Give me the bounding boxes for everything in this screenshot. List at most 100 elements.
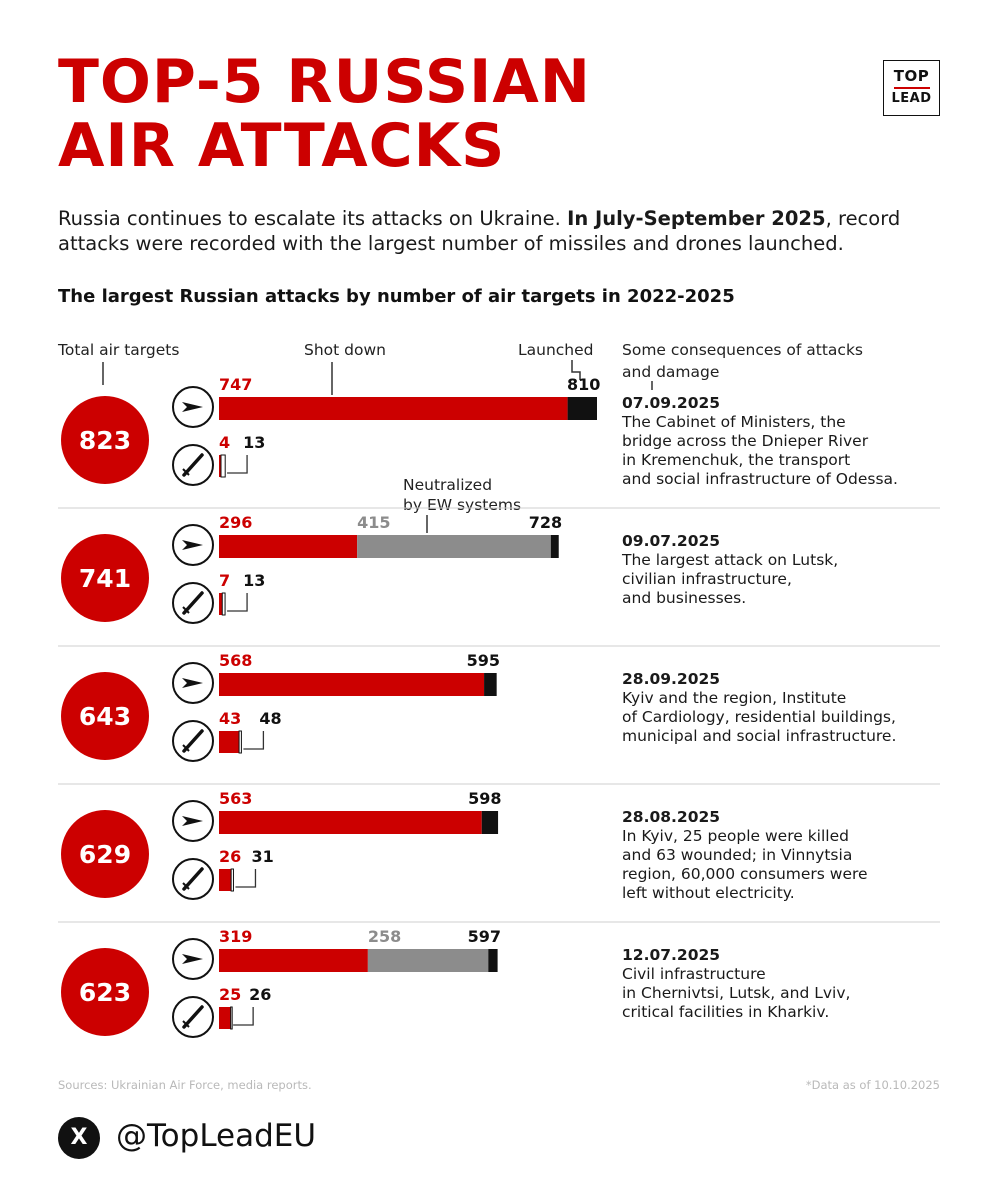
consequences-block: 09.07.2025 The largest attack on Lutsk, ci… [622,532,952,608]
missile-icon-fin [182,882,190,890]
drone-shot-down-bar [219,811,482,834]
consequence-line: In Kyiv, 25 people were killed [622,827,849,845]
drone-launched-label: 810 [567,375,600,394]
drone-launched-bar [484,673,497,696]
drone-icon-body [182,816,203,826]
missile-icon-fin [182,468,190,476]
drone-shot-down-bar [219,535,358,558]
drone-shot-down-label: 319 [219,927,252,946]
logo-top-text: TOP [893,67,930,85]
missile-shot-down-label: 26 [219,847,241,866]
consequence-line: The Cabinet of Ministers, the [622,413,846,431]
total-circle [61,810,149,898]
missile-shot-down-bar [219,455,221,477]
missile-icon-fin [182,1020,190,1028]
sources-note: Sources: Ukrainian Air Force, media repo… [58,1078,312,1092]
drone-launched-bar [567,397,597,420]
header-launched: Launched [518,341,594,359]
missile-shot-down-bar [219,731,240,753]
total-value: 643 [79,702,131,731]
missile-launched-pointer [233,1007,254,1026]
top-lead-logo: TOP LEAD [883,60,940,116]
missile-launched-pointer [243,731,265,750]
missile-shot-down-label: 43 [219,709,241,728]
consequence-line: critical facilities in Kharkiv. [622,1003,830,1021]
missile-launched-label: 26 [249,985,271,1004]
total-circle [61,534,149,622]
missile-launched-pointer [227,455,248,474]
missile-launched-label: 13 [243,571,265,590]
drone-shot-down-bar [219,397,568,420]
launched-pointer-line [571,360,581,380]
drone-shot-down-bar [219,949,368,972]
intro-part-1: Russia continues to escalate its attacks… [58,207,568,230]
intro-text: Russia continues to escalate its attacks… [58,206,938,256]
header-shot-down: Shot down [304,341,386,359]
missile-shot-down-label: 4 [219,433,230,452]
drone-neutralized-bar [367,949,489,972]
consequence-line: civilian infrastructure, [622,570,792,588]
missile-launched-label: 31 [251,847,273,866]
consequences-block: 28.08.2025 In Kyiv, 25 people were killed… [622,808,952,903]
drone-neutralized-label: 415 [357,513,390,532]
total-circle [61,396,149,484]
drone-shot-down-label: 563 [219,789,252,808]
missile-launched-bar [221,592,226,616]
title-line-1: TOP-5 RUSSIAN [58,47,592,117]
consequence-line: bridge across the Dnieper River [622,432,869,450]
drone-launched-label: 598 [468,789,501,808]
missile-launched-label: 13 [243,433,265,452]
drone-launched-label: 728 [529,513,562,532]
drone-launched-bar [488,949,498,972]
consequence-line: and businesses. [622,589,747,607]
missile-launched-bar [238,730,242,754]
logo-bottom-text: LEAD [891,91,932,106]
consequences-block: 28.09.2025 Kyiv and the region, Institute… [622,670,952,746]
total-value: 823 [79,426,131,455]
drone-shot-down-label: 747 [219,375,252,394]
header-neutralized-1: Neutralized [403,476,493,494]
total-circle [61,948,149,1036]
drone-launched-label: 597 [468,927,501,946]
missile-launched-bar [230,1006,233,1030]
drone-launched-bar [550,535,559,558]
x-logo-icon[interactable]: X [58,1117,100,1159]
attack-date: 28.08.2025 [622,808,721,826]
header-consequences-1: Some consequences of attacks [622,341,863,359]
consequence-line: Civil infrastructure [622,965,766,983]
consequence-line: and social infrastructure of Odessa. [622,470,898,488]
drone-shot-down-bar [219,673,485,696]
data-as-of-note: *Data as of 10.10.2025 [805,1078,940,1092]
consequences-block: 12.07.2025 Civil infrastructure in Cherniv… [622,946,952,1022]
drone-icon-body [182,540,203,550]
drone-icon-body [182,954,203,964]
page-title: TOP-5 RUSSIAN AIR ATTACKS [58,50,778,178]
total-circle [61,672,149,760]
intro-bold: In July-September 2025 [567,207,826,230]
attack-date: 28.09.2025 [622,670,721,688]
drone-neutralized-bar [357,535,551,558]
drone-launched-label: 595 [467,651,500,670]
missile-launched-pointer [235,869,257,888]
consequence-line: of Cardiology, residential buildings, [622,708,896,726]
attack-date: 07.09.2025 [622,394,721,412]
header-total-air-targets: Total air targets [58,341,180,359]
missile-shot-down-bar [219,869,232,891]
missile-shot-down-bar [219,1007,231,1029]
attack-date: 12.07.2025 [622,946,721,964]
drone-icon-body [182,402,203,412]
missile-launched-pointer [227,593,248,612]
consequence-line: in Kremenchuk, the transport [622,451,851,469]
intro-part-2: , record attacks were recorded with the … [58,207,901,255]
attack-date: 09.07.2025 [622,532,721,550]
drone-shot-down-label: 296 [219,513,252,532]
missile-shot-down-label: 25 [219,985,241,1004]
missile-launched-bar [230,868,234,892]
consequences-block: 07.09.2025 The Cabinet of Ministers, the b… [622,394,952,489]
social-handle[interactable]: @TopLeadEU [116,1118,317,1154]
drone-icon-body [182,678,203,688]
missile-shot-down-label: 7 [219,571,230,590]
title-line-2: AIR ATTACKS [58,111,506,181]
header-neutralized-2: by EW systems [403,496,522,514]
